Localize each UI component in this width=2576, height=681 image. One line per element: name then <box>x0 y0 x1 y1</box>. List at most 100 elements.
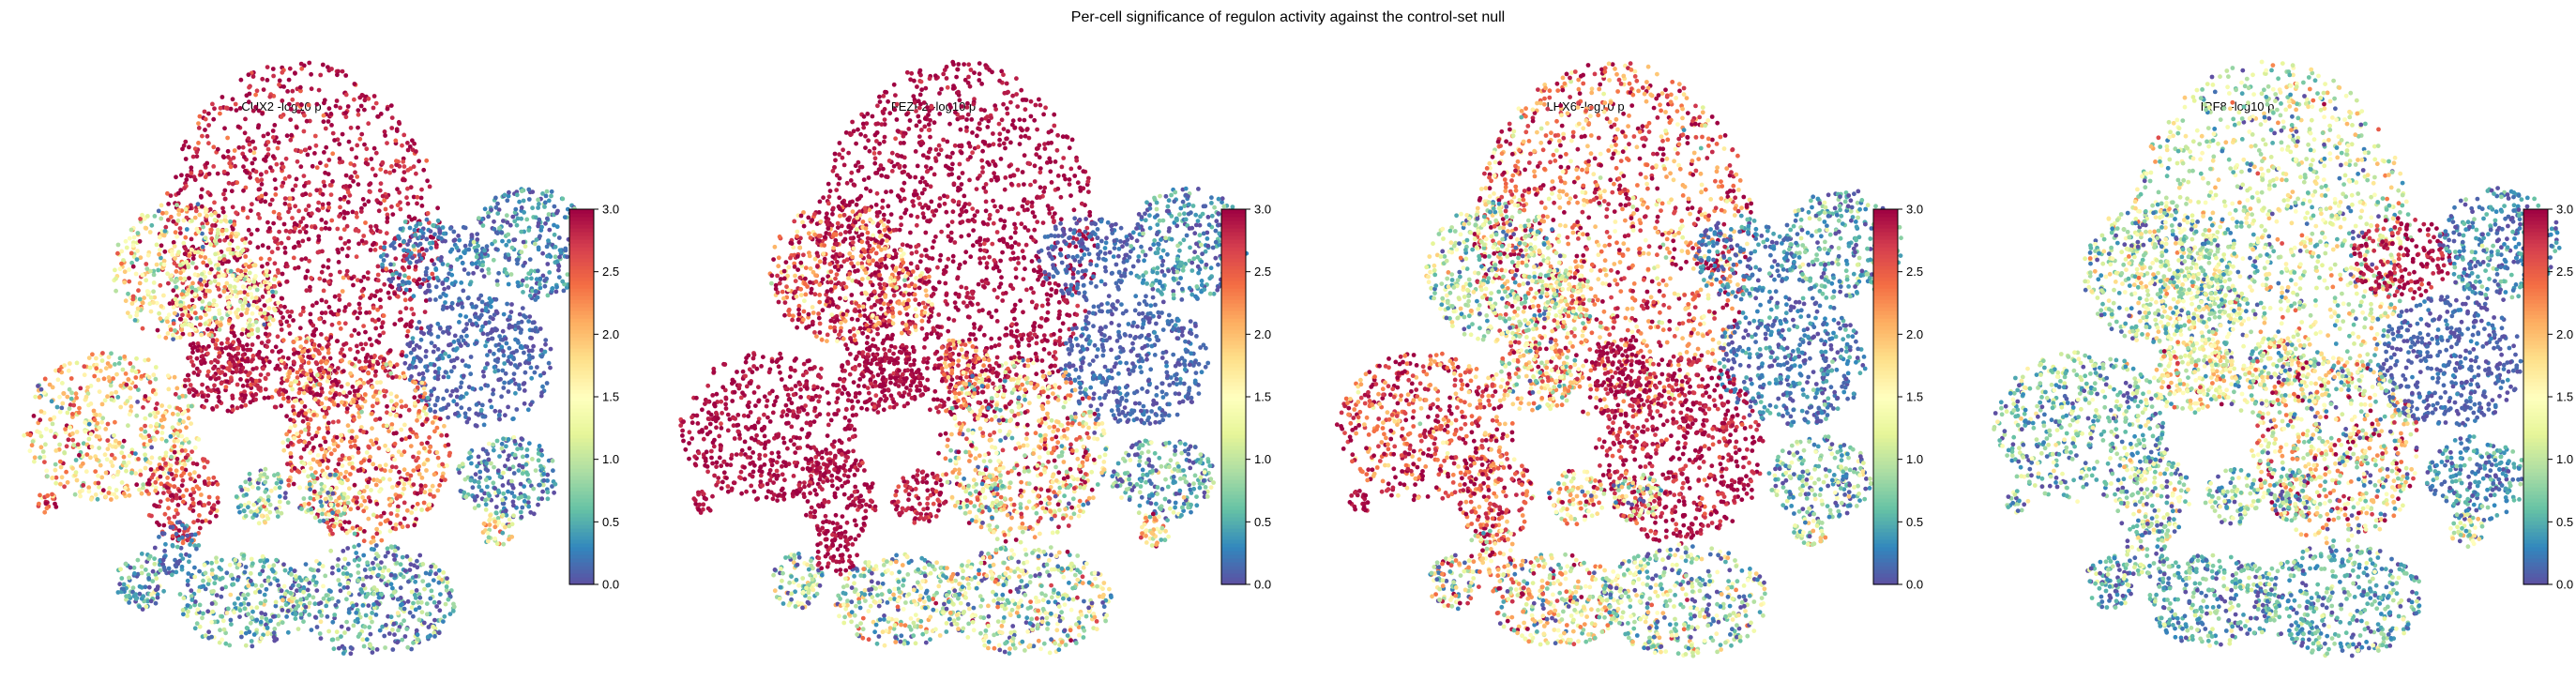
cell-point <box>414 171 418 176</box>
cell-point <box>197 114 203 119</box>
cell-point <box>340 289 345 294</box>
cell-point <box>352 482 357 488</box>
cell-point <box>144 278 149 283</box>
cell-point <box>370 385 375 390</box>
cell-point <box>167 404 173 409</box>
cell-point <box>288 417 293 422</box>
cell-point <box>547 270 553 275</box>
cell-point <box>177 226 183 231</box>
cell-point <box>197 212 203 218</box>
cell-point <box>83 429 88 434</box>
cell-point <box>314 300 319 306</box>
cell-point <box>429 331 433 337</box>
cell-point <box>432 362 437 368</box>
cell-point <box>205 160 210 166</box>
cell-point <box>96 473 100 478</box>
cell-point <box>362 529 367 534</box>
cell-point <box>146 396 152 401</box>
cell-point <box>404 507 410 513</box>
cell-point <box>262 472 267 477</box>
cell-point <box>282 495 288 500</box>
cell-point <box>479 299 485 305</box>
cell-point <box>71 443 76 447</box>
cell-point <box>491 480 496 486</box>
cell-point <box>279 114 284 119</box>
cell-point <box>318 72 324 78</box>
cell-point <box>356 415 362 419</box>
cell-point <box>113 362 117 367</box>
cell-point <box>549 189 554 194</box>
cell-point <box>532 370 538 375</box>
cell-point <box>305 371 310 377</box>
cell-point <box>242 155 247 159</box>
cell-point <box>327 397 333 402</box>
cell-point <box>111 474 116 479</box>
cell-point <box>348 371 353 376</box>
cell-point <box>243 393 248 398</box>
cell-point <box>427 435 432 440</box>
cell-point <box>207 520 213 524</box>
cell-point <box>149 445 155 450</box>
cell-point <box>264 170 269 174</box>
cell-point <box>280 315 285 320</box>
cell-point <box>225 247 231 252</box>
cell-point <box>294 379 299 385</box>
cell-point <box>402 248 406 253</box>
cell-point <box>191 387 197 393</box>
cell-point <box>505 198 510 204</box>
cell-point <box>78 493 83 499</box>
cell-point <box>205 189 211 195</box>
cell-point <box>522 499 527 504</box>
cell-point <box>514 222 520 228</box>
cell-point <box>448 358 454 364</box>
cell-point <box>194 149 200 155</box>
cell-point <box>431 349 436 355</box>
cell-point <box>326 280 331 284</box>
cell-point <box>193 265 199 270</box>
cell-point <box>235 367 239 371</box>
cell-point <box>175 412 181 417</box>
cell-point <box>301 496 307 501</box>
cell-point <box>373 369 378 374</box>
cell-point <box>540 384 545 389</box>
cell-point <box>426 325 431 330</box>
cell-point <box>248 148 253 154</box>
cell-point <box>198 277 204 282</box>
cell-point <box>228 234 234 239</box>
cell-point <box>325 379 330 384</box>
cell-point <box>165 497 171 502</box>
cell-point <box>138 468 144 474</box>
cell-point <box>416 455 420 461</box>
cell-point <box>244 310 250 315</box>
cell-point <box>452 412 458 416</box>
cell-point <box>402 500 407 506</box>
cell-point <box>424 248 429 253</box>
cell-point <box>338 196 343 202</box>
cell-point <box>526 187 532 192</box>
cell-point <box>405 249 410 253</box>
cell-point <box>281 387 286 393</box>
cell-point <box>231 340 236 345</box>
cell-point <box>333 103 339 109</box>
cell-point <box>216 394 221 400</box>
cell-point <box>411 347 417 353</box>
cell-point <box>171 321 176 326</box>
cell-point <box>286 323 292 328</box>
cell-point <box>456 234 461 238</box>
cell-point <box>516 468 522 473</box>
cell-point <box>161 293 166 298</box>
cell-point <box>284 414 289 419</box>
cell-point <box>182 186 188 190</box>
cell-point <box>548 365 553 371</box>
cell-point <box>124 594 129 598</box>
cell-point <box>273 344 279 350</box>
cell-point <box>192 272 198 278</box>
cell-point <box>383 133 387 138</box>
cell-point <box>510 214 516 219</box>
cell-point <box>348 444 354 449</box>
cell-point <box>202 109 207 114</box>
cell-point <box>508 379 514 384</box>
cell-point <box>450 388 455 394</box>
cell-point <box>277 78 282 83</box>
cell-point <box>378 380 383 385</box>
